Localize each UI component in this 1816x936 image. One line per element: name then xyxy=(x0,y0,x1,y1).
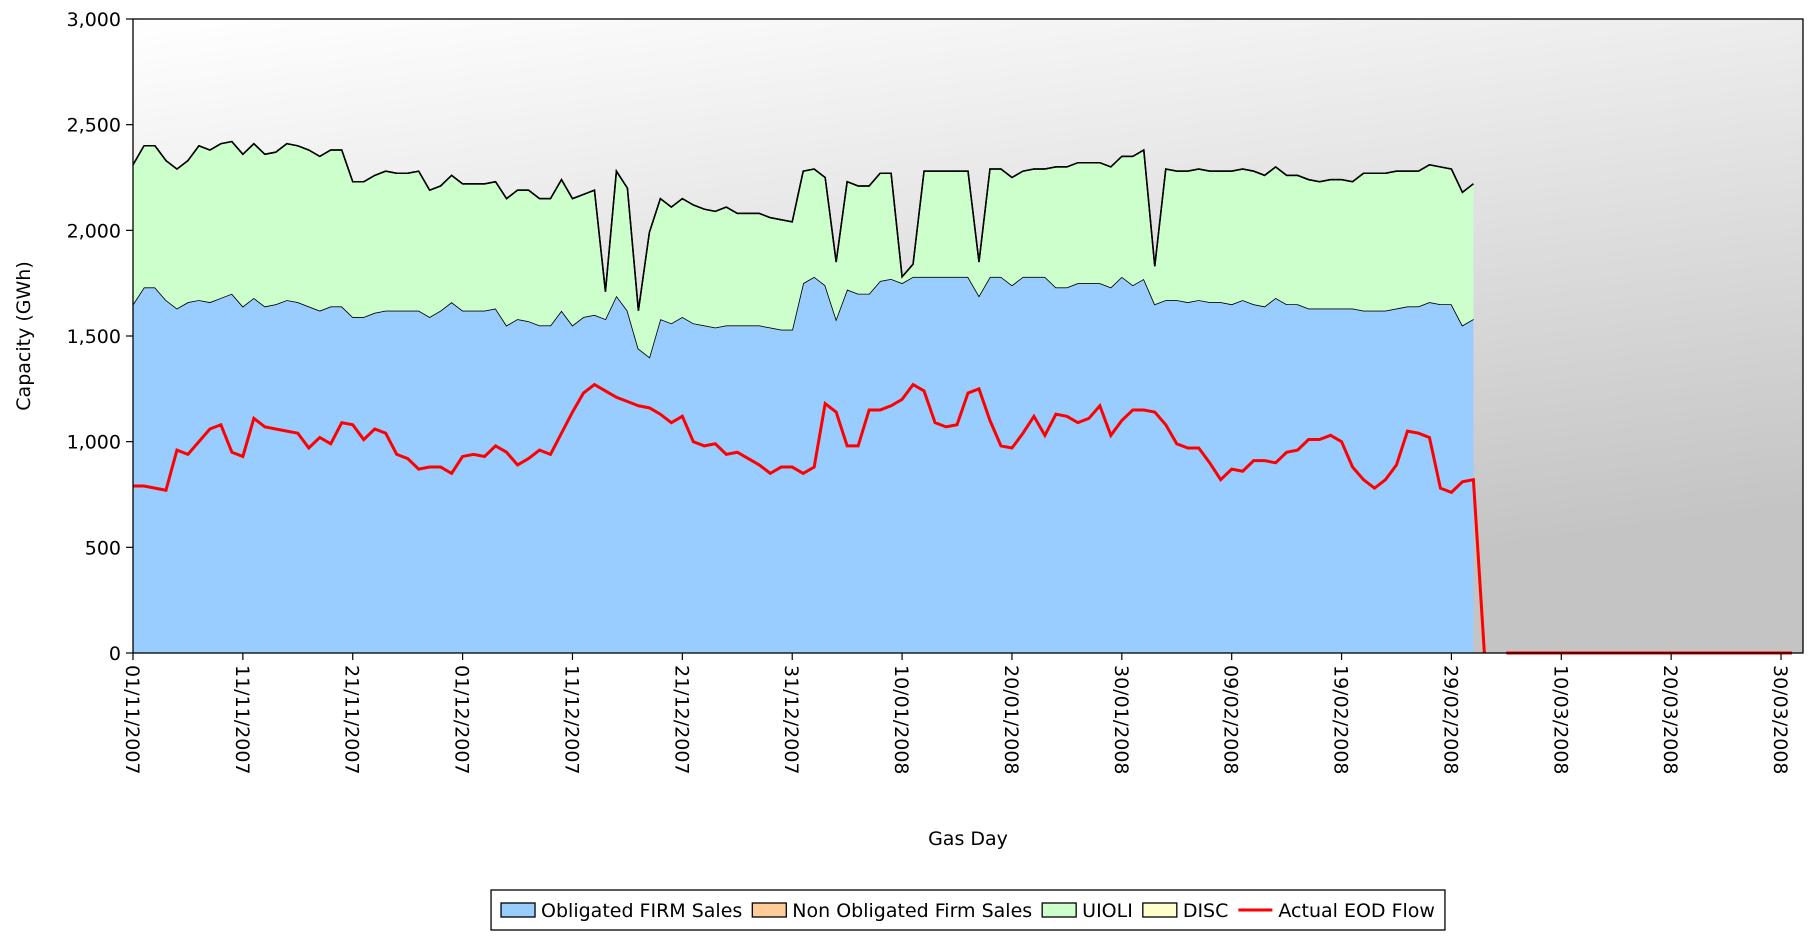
y-tick-label: 500 xyxy=(85,537,121,559)
x-tick-label: 01/12/2007 xyxy=(451,665,473,775)
x-tick-label: 21/12/2007 xyxy=(670,665,692,775)
area xyxy=(133,276,1474,653)
x-tick-label: 09/02/2008 xyxy=(1220,665,1242,775)
y-tick-label: 2,000 xyxy=(67,220,121,242)
x-tick-label: 21/11/2007 xyxy=(341,665,363,775)
x-tick-label: 10/03/2008 xyxy=(1549,665,1571,775)
y-tick-label: 2,500 xyxy=(67,115,121,137)
legend-swatch xyxy=(1142,902,1178,918)
x-tick-label: 20/01/2008 xyxy=(1000,665,1022,775)
y-tick-label: 1,500 xyxy=(67,326,121,348)
x-tick-label: 30/03/2008 xyxy=(1769,665,1791,775)
x-tick-label: 31/12/2007 xyxy=(780,665,802,775)
legend-label: Obligated FIRM Sales xyxy=(541,900,742,922)
x-tick-label: 10/01/2008 xyxy=(890,665,912,775)
legend-label: DISC xyxy=(1183,900,1229,922)
legend-box xyxy=(490,889,1446,931)
x-tick-label: 11/12/2007 xyxy=(560,665,582,775)
x-tick-label: 19/02/2008 xyxy=(1330,665,1352,775)
area-edge xyxy=(132,140,1474,311)
y-axis-title: Capacity (GWh) xyxy=(13,261,35,410)
legend-swatch xyxy=(751,902,787,918)
x-axis-title: Gas Day xyxy=(928,828,1008,850)
x-tick-label: 29/02/2008 xyxy=(1439,665,1461,775)
y-tick-label: 0 xyxy=(109,643,121,665)
legend-label: Non Obligated Firm Sales xyxy=(792,900,1032,922)
y-tick-label: 3,000 xyxy=(67,9,121,31)
plot-border xyxy=(132,18,1804,654)
x-tick-label: 11/11/2007 xyxy=(231,665,253,775)
legend-swatch xyxy=(1041,902,1077,918)
x-tick-label: 01/11/2007 xyxy=(121,665,143,775)
x-tick-label: 30/01/2008 xyxy=(1110,665,1132,775)
legend-label: Actual EOD Flow xyxy=(1278,900,1435,922)
x-tick-label: 20/03/2008 xyxy=(1659,665,1681,775)
y-tick-label: 1,000 xyxy=(67,432,121,454)
legend-label: UIOLI xyxy=(1082,900,1133,922)
legend: Obligated FIRM Sales Non Obligated Firm S… xyxy=(490,889,1446,931)
legend-swatch xyxy=(500,902,536,918)
area xyxy=(133,141,1474,358)
